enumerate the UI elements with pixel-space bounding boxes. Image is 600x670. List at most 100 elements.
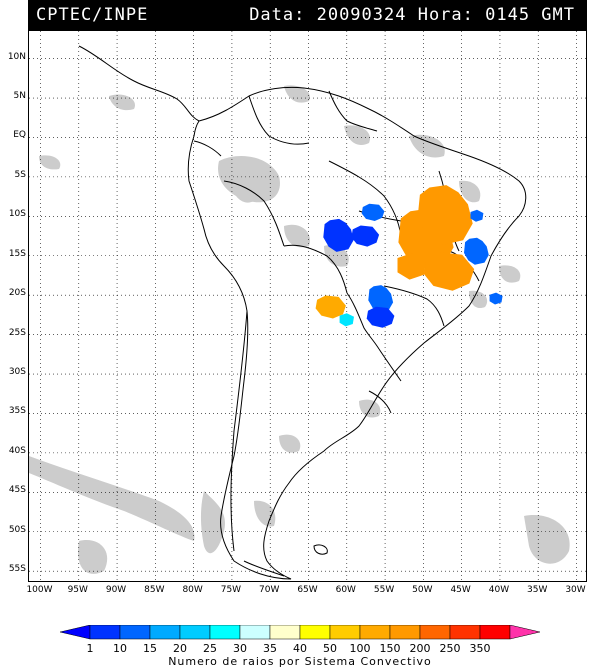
border-bolivia [283, 244, 348, 294]
lon-label: 60W [335, 585, 356, 595]
convective-system [351, 225, 380, 247]
cloud-sao-paulo [469, 290, 488, 309]
lat-lon-grid [29, 31, 586, 581]
colorbar [59, 625, 541, 640]
colorbar-label: 35 [263, 642, 277, 655]
cloud-south-pacific [29, 456, 195, 541]
convective-system [315, 295, 346, 319]
colorbar-label: 50 [323, 642, 337, 655]
convective-system [366, 306, 395, 328]
convective-system [323, 218, 354, 252]
colorbar-label: 200 [409, 642, 431, 655]
south-america-outline [187, 86, 527, 580]
colorbar-segment [299, 625, 331, 640]
lat-label: 10N [7, 51, 26, 62]
lon-label: 50W [412, 585, 433, 595]
colorbar-segment [359, 625, 391, 640]
cloud-layer [29, 85, 570, 574]
brazil-states-1 [328, 160, 402, 237]
border-brazil-paraguay [346, 292, 380, 350]
colorbar-segment [269, 625, 301, 640]
lat-label: 40S [8, 445, 26, 456]
land-outline [78, 45, 527, 580]
colorbar-segment [119, 625, 151, 640]
lat-label: 10S [8, 209, 26, 220]
border-argentina-chile [230, 310, 248, 552]
lat-label: 50S [8, 524, 26, 535]
falklands [313, 544, 328, 555]
border-argentina-brazil [378, 348, 402, 382]
lat-label: 35S [8, 406, 26, 417]
lon-label: 85W [144, 585, 165, 595]
colorbar-label: 150 [379, 642, 401, 655]
colorbar-label: 10 [113, 642, 127, 655]
cloud-equator-pacific [39, 155, 61, 170]
lon-label: 75W [220, 585, 242, 595]
convective-systems-layer [315, 185, 503, 328]
colorbar-label: 1 [86, 642, 94, 655]
convective-system [397, 253, 427, 280]
convective-system [339, 313, 354, 327]
cloud-argentina [279, 434, 301, 453]
lon-label: 65W [297, 585, 318, 595]
guyanas-border [328, 90, 378, 132]
cloud-brazil-northeast [409, 134, 445, 158]
lat-label: EQ [13, 130, 26, 141]
lat-label: 5S [14, 169, 26, 180]
lon-label: 30W [565, 585, 586, 595]
convective-system [368, 285, 394, 313]
convective-system [489, 292, 503, 305]
colorbar-segment [329, 625, 361, 640]
tierra-del-fuego [243, 560, 285, 577]
cloud-venezuela [284, 85, 310, 103]
lat-label: 5N [13, 91, 26, 102]
cloud-andes-south [200, 491, 225, 554]
map-frame [28, 30, 587, 582]
colorbar-label: 30 [233, 642, 247, 655]
convective-system [470, 209, 484, 222]
colorbar-segment [419, 625, 451, 640]
lon-label: 70W [259, 585, 280, 595]
convective-system [464, 237, 489, 265]
cloud-west-pacific [109, 94, 135, 111]
ecuador-border [193, 140, 222, 157]
cloud-pacific-sw [78, 540, 108, 574]
cloud-south-brazil [359, 399, 381, 418]
source-label: CPTEC/INPE [36, 5, 149, 25]
lon-label: 55W [373, 585, 395, 595]
lon-label: 80W [182, 585, 203, 595]
colorbar-caption: Numero de raios por Sistema Convectivo [168, 655, 432, 668]
lon-label: 90W [105, 585, 127, 595]
colorbar-segment [479, 625, 511, 640]
cloud-amazon-west [229, 179, 255, 203]
cloud-east-atlantic [499, 265, 521, 283]
lat-label: 15S [8, 248, 26, 259]
border-colombia-venezuela [248, 95, 310, 145]
map-canvas [29, 31, 586, 581]
colorbar-segment [209, 625, 241, 640]
lon-label: 40W [488, 585, 510, 595]
brazil-states-5 [383, 285, 445, 327]
colorbar-label: 40 [293, 642, 307, 655]
lat-label: 45S [8, 485, 26, 496]
colorbar-label: 100 [349, 642, 371, 655]
colorbar-segment [389, 625, 421, 640]
lat-label: 25S [8, 327, 26, 338]
cloud-peru [284, 224, 310, 248]
lat-label: 30S [8, 367, 26, 378]
colorbar-label: 250 [439, 642, 461, 655]
cloud-central-west [459, 180, 481, 203]
colorbar-label: 15 [143, 642, 157, 655]
colorbar-segment [89, 625, 121, 640]
map-header: CPTEC/INPE Data: 20090324 Hora: 0145 GMT [28, 0, 587, 30]
colorbar-segment [509, 625, 541, 640]
colorbar-segment [449, 625, 481, 640]
colorbar-label: 20 [173, 642, 187, 655]
central-america-outline [78, 45, 200, 122]
convective-system [361, 203, 385, 221]
cloud-brazil-north [344, 125, 370, 146]
colorbar-segment [179, 625, 211, 640]
border-peru-brazil [223, 180, 285, 247]
convective-system [423, 252, 475, 291]
cloud-atlantic-se [524, 515, 570, 564]
